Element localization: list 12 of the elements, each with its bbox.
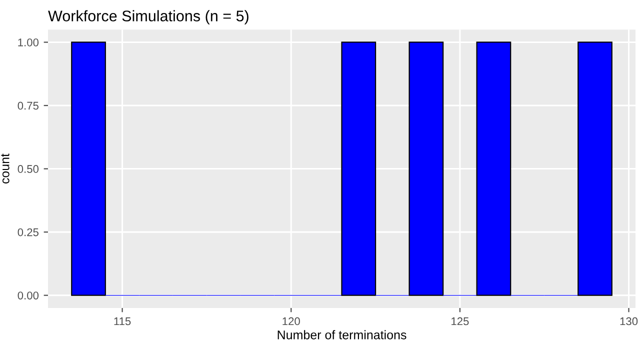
x-tick-label: 115 — [114, 317, 131, 326]
y-tick-label: 0.00 — [18, 292, 39, 300]
y-tick-label: 1.00 — [18, 38, 39, 46]
y-tick-label: 0.25 — [18, 228, 39, 236]
y-tick-label: 0.75 — [18, 102, 39, 110]
x-tick-label: 125 — [452, 317, 469, 326]
x-tick-label: 120 — [282, 317, 300, 326]
chart-title: Workforce Simulations (n = 5) — [48, 10, 248, 24]
y-axis-title: count — [1, 154, 10, 184]
x-tick-label: 130 — [620, 317, 638, 326]
y-tick-label: 0.50 — [18, 165, 39, 173]
x-axis-title: Number of terminations — [278, 330, 406, 340]
